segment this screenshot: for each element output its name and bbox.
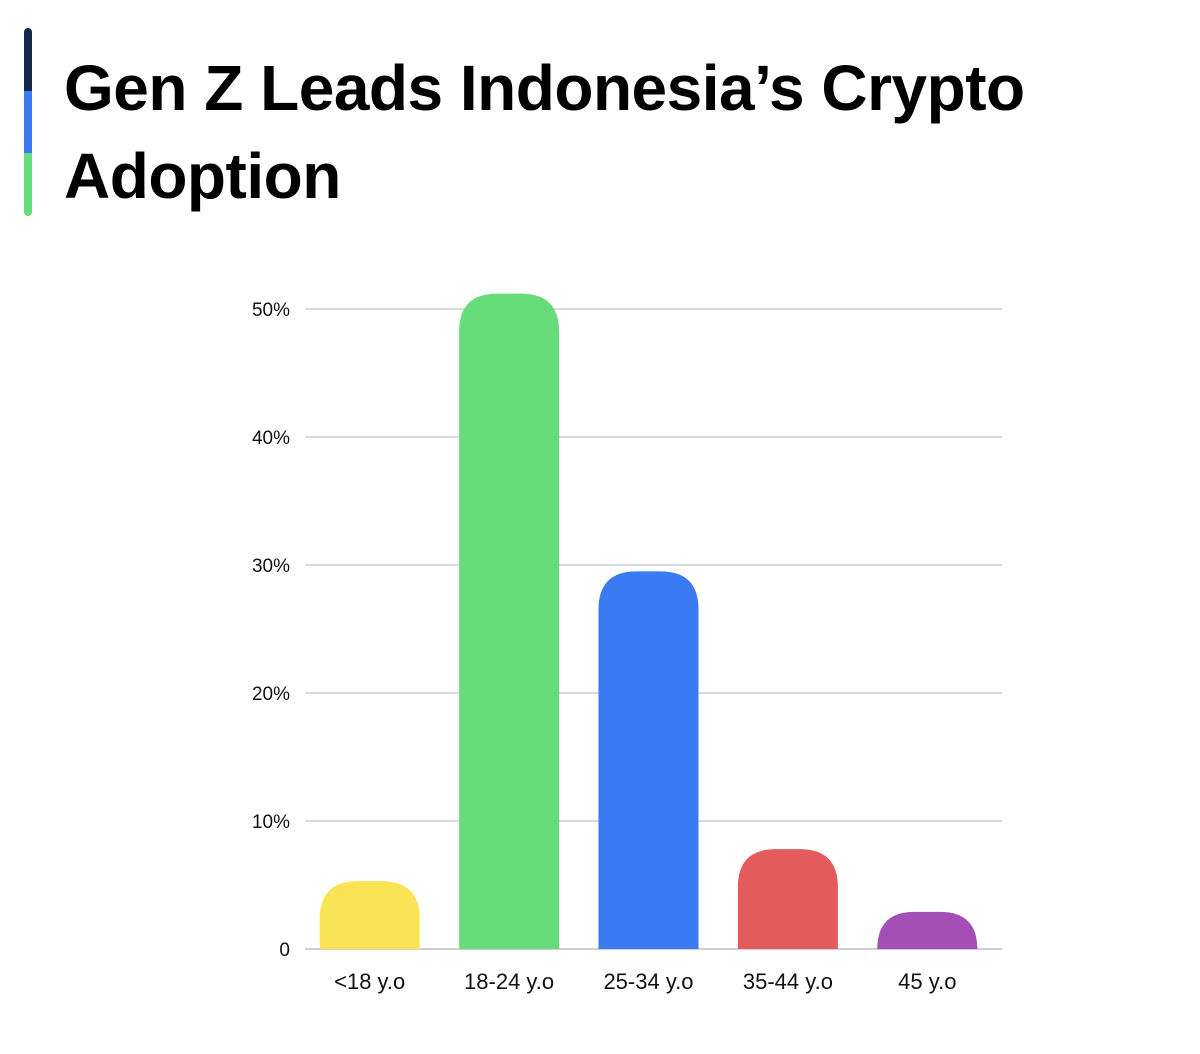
- bar: [877, 911, 978, 949]
- x-tick-label: 45 y.o: [898, 969, 956, 994]
- accent-segment-dark: [24, 28, 32, 91]
- y-tick-label: 30%: [252, 556, 290, 577]
- bar: [598, 571, 699, 949]
- accent-segment-green: [24, 153, 32, 216]
- bars: [319, 293, 978, 949]
- x-tick-label: 25-34 y.o: [603, 969, 693, 994]
- x-axis-ticks: <18 y.o 18-24 y.o 25-34 y.o 35-44 y.o 45 y.o: [334, 969, 956, 994]
- y-axis-ticks: 0 10% 20% 30% 40% 50%: [252, 300, 290, 961]
- y-tick-label: 40%: [252, 428, 290, 449]
- bar: [459, 293, 560, 949]
- page-title: Gen Z Leads Indonesia’s Crypto Adoption: [64, 52, 1025, 212]
- x-tick-label: 35-44 y.o: [743, 969, 833, 994]
- y-tick-label: 50%: [252, 300, 290, 321]
- y-tick-label: 10%: [252, 812, 290, 833]
- title-accent-bar: [24, 28, 32, 216]
- accent-segment-blue: [24, 90, 32, 154]
- x-tick-label: <18 y.o: [334, 969, 405, 994]
- y-tick-label: 0: [279, 940, 290, 961]
- y-tick-label: 20%: [252, 684, 290, 705]
- bar: [319, 881, 420, 949]
- bar: [737, 849, 838, 949]
- x-tick-label: 18-24 y.o: [464, 969, 554, 994]
